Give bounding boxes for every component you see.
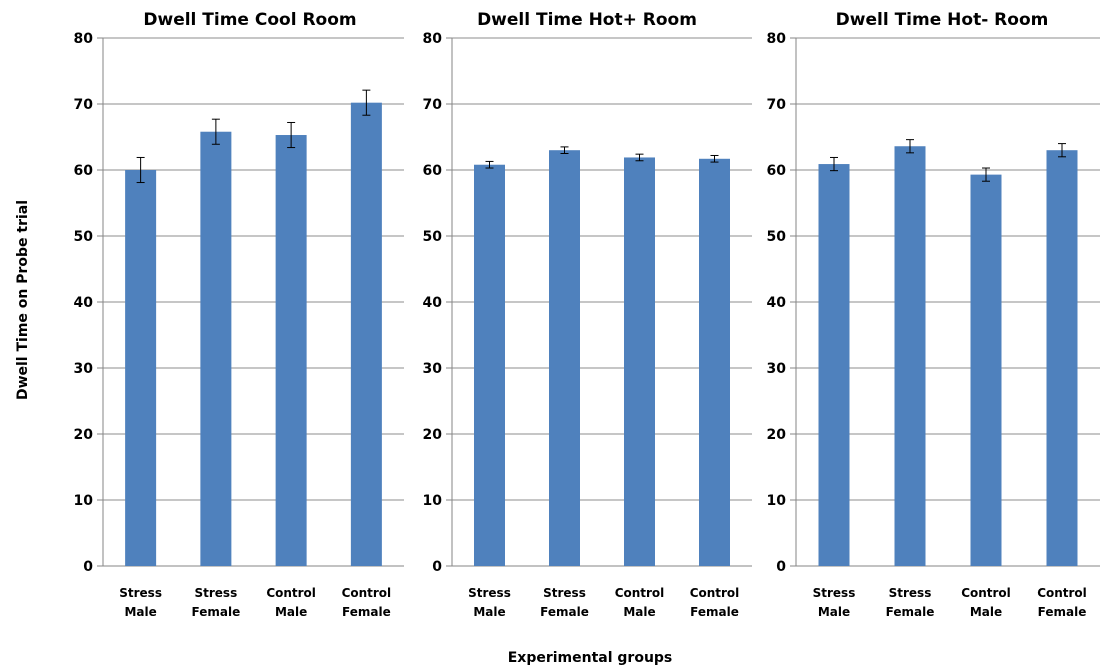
bar [350, 102, 382, 567]
y-tick-label: 40 [423, 295, 443, 311]
bar [894, 146, 926, 567]
y-tick-label: 40 [767, 295, 787, 311]
bar [818, 164, 850, 566]
chart-title: Dwell Time Cool Room [143, 10, 356, 30]
y-tick-label: 10 [423, 493, 443, 509]
y-tick-label: 50 [767, 229, 787, 245]
y-tick-label: 60 [74, 163, 94, 179]
y-tick-label: 50 [74, 229, 94, 245]
y-tick-label: 70 [423, 97, 443, 113]
x-category-label: Stress [119, 586, 162, 600]
bar [1046, 150, 1078, 566]
y-tick-label: 30 [74, 361, 94, 377]
chart-panel: Dwell Time Hot- Room 0 10 20 30 40 50 60 70 80 Str… [767, 10, 1100, 619]
x-category-label: Stress [889, 586, 932, 600]
x-category-label: Stress [813, 586, 856, 600]
x-category-label: Female [342, 605, 391, 619]
bar [474, 164, 505, 566]
x-category-label: Stress [543, 586, 586, 600]
x-category-label: Male [124, 605, 156, 619]
x-category-label: Male [970, 605, 1002, 619]
chart-panel: Dwell Time Hot+ Room 0 10 20 30 40 50 60 70 80 Str… [423, 10, 752, 619]
bar [699, 158, 730, 566]
y-tick-label: 80 [423, 31, 443, 47]
bar [200, 131, 232, 566]
x-category-label: Male [818, 605, 850, 619]
x-category-label: Stress [195, 586, 238, 600]
y-tick-label: 30 [423, 361, 443, 377]
y-tick-label: 20 [423, 427, 443, 443]
y-axis-label: Dwell Time on Probe trial [15, 200, 31, 400]
chart-title: Dwell Time Hot+ Room [477, 10, 697, 30]
x-category-label: Male [623, 605, 655, 619]
y-tick-label: 0 [83, 559, 93, 575]
y-tick-label: 30 [767, 361, 787, 377]
x-category-label: Female [540, 605, 589, 619]
y-tick-label: 10 [74, 493, 94, 509]
x-category-label: Control [266, 586, 316, 600]
x-category-label: Male [275, 605, 307, 619]
bar [624, 157, 655, 566]
y-tick-label: 40 [74, 295, 94, 311]
y-tick-label: 50 [423, 229, 443, 245]
x-category-label: Female [886, 605, 935, 619]
x-category-label: Male [473, 605, 505, 619]
x-category-label: Control [690, 586, 740, 600]
bar [125, 170, 157, 566]
y-tick-label: 80 [74, 31, 94, 47]
x-category-label: Control [1037, 586, 1087, 600]
bar [549, 150, 580, 566]
x-axis-label: Experimental groups [508, 650, 673, 666]
bar [275, 135, 307, 566]
x-category-label: Control [342, 586, 392, 600]
chart-panel: Dwell Time Cool Room 0 10 20 30 40 50 60 70 80 Str… [74, 10, 404, 619]
y-tick-label: 20 [767, 427, 787, 443]
y-tick-label: 70 [74, 97, 94, 113]
x-category-label: Female [1038, 605, 1087, 619]
bar [970, 174, 1002, 566]
chart-title: Dwell Time Hot- Room [836, 10, 1049, 30]
y-tick-label: 0 [432, 559, 442, 575]
y-tick-label: 60 [767, 163, 787, 179]
y-tick-label: 80 [767, 31, 787, 47]
y-tick-label: 0 [776, 559, 786, 575]
x-category-label: Female [690, 605, 739, 619]
x-category-label: Control [615, 586, 665, 600]
y-tick-label: 70 [767, 97, 787, 113]
y-tick-label: 60 [423, 163, 443, 179]
y-tick-label: 10 [767, 493, 787, 509]
y-tick-label: 20 [74, 427, 94, 443]
x-category-label: Stress [468, 586, 511, 600]
chart-panels: Dwell Time Cool Room 0 10 20 30 40 50 60 70 80 Str… [74, 10, 1100, 619]
x-category-label: Female [192, 605, 241, 619]
x-category-label: Control [961, 586, 1011, 600]
